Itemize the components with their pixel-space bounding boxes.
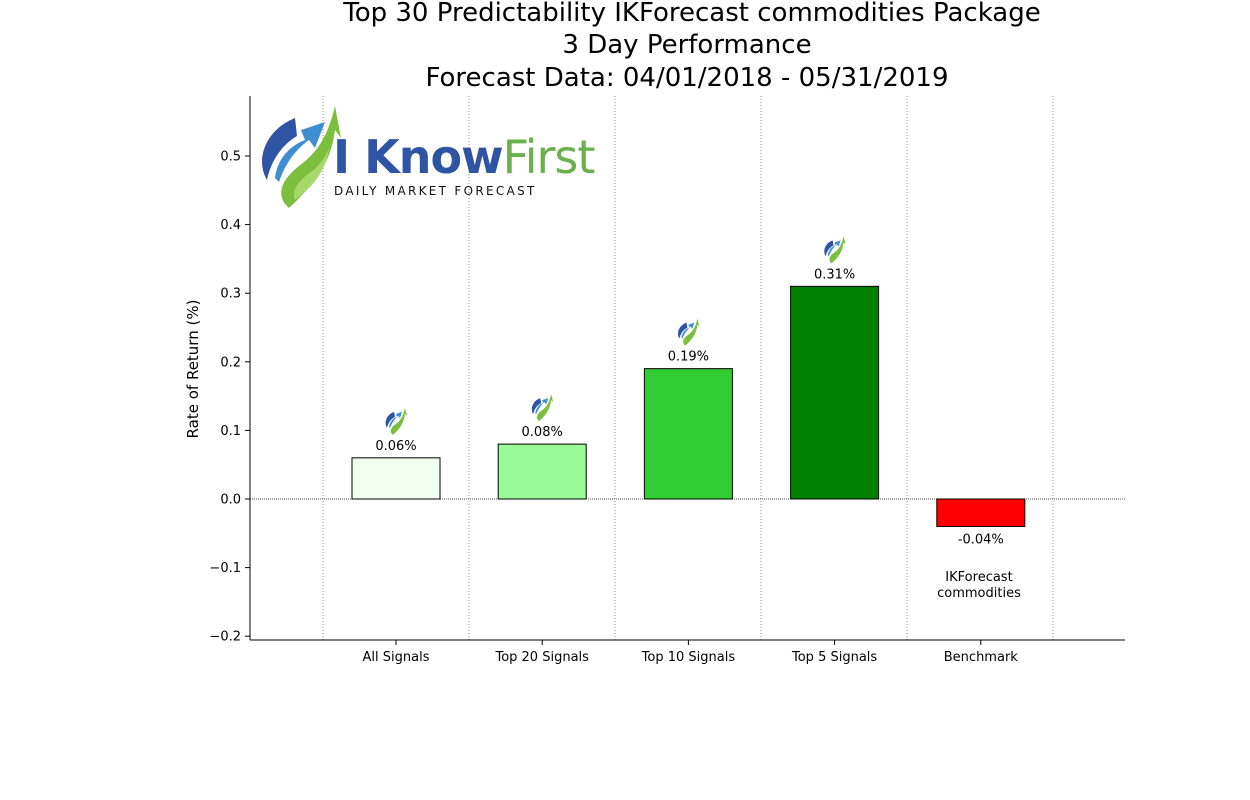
bar-logo-icon bbox=[678, 318, 700, 346]
benchmark-note-line-1: IKForecast bbox=[945, 570, 1013, 585]
data-label: 0.31% bbox=[814, 267, 855, 282]
logo-wordmark: I KnowFirst bbox=[333, 134, 595, 180]
y-tick-label: 0.0 bbox=[220, 493, 241, 508]
x-tick-label: Benchmark bbox=[944, 650, 1019, 665]
bar-logo-icon bbox=[531, 394, 554, 422]
bar bbox=[497, 443, 587, 500]
x-tick-label: All Signals bbox=[363, 650, 430, 665]
data-label: 0.08% bbox=[522, 425, 563, 440]
y-axis-label: Rate of Return (%) bbox=[184, 299, 202, 439]
bar bbox=[936, 498, 1026, 527]
bar-logo-markers bbox=[385, 236, 846, 435]
y-tick-label: 0.2 bbox=[220, 355, 241, 370]
data-label: 0.06% bbox=[375, 439, 416, 454]
chart-title-line-2: 3 Day Performance bbox=[562, 30, 812, 60]
x-tick-label: Top 10 Signals bbox=[641, 650, 736, 665]
x-ticks: All Signals Top 20 Signals Top 10 Signals T… bbox=[363, 640, 1019, 665]
grid-lines bbox=[250, 96, 1125, 640]
bar-logo-icon bbox=[824, 236, 846, 264]
bar bbox=[643, 368, 733, 500]
data-label: 0.19% bbox=[668, 350, 709, 365]
y-ticks: −0.2 −0.1 0.0 0.1 0.2 0.3 0.4 0.5 bbox=[209, 150, 250, 645]
benchmark-note-line-2: commodities bbox=[937, 586, 1021, 601]
y-tick-label: 0.4 bbox=[220, 218, 241, 233]
data-label: -0.04% bbox=[958, 532, 1004, 547]
logo-wordmark-part-1: I Know bbox=[333, 130, 504, 184]
x-tick-label: Top 5 Signals bbox=[791, 650, 877, 665]
bar-logo-icon bbox=[385, 407, 407, 435]
y-tick-label: −0.2 bbox=[209, 630, 241, 645]
x-tick-label: Top 20 Signals bbox=[494, 650, 589, 665]
y-tick-label: 0.1 bbox=[220, 424, 241, 439]
bar bbox=[790, 285, 880, 500]
y-tick-label: 0.5 bbox=[220, 150, 241, 165]
logo-tagline: Daily Market Forecast bbox=[334, 184, 537, 198]
benchmark-note: IKForecast commodities bbox=[937, 570, 1021, 602]
logo-swoosh-icon bbox=[262, 106, 341, 208]
data-labels: 0.06% 0.08% 0.19% 0.31% -0.04% bbox=[375, 267, 1003, 547]
bar bbox=[351, 457, 441, 500]
logo-wordmark-part-2: First bbox=[502, 130, 596, 184]
bars bbox=[351, 285, 1026, 527]
iknowfirst-logo: I KnowFirst Daily Market Forecast bbox=[255, 100, 595, 212]
chart-title-line-3: Forecast Data: 04/01/2018 - 05/31/2019 bbox=[425, 63, 949, 93]
chart-title-line-1: Top 30 Predictability IKForecast commodi… bbox=[343, 0, 1041, 28]
y-tick-label: 0.3 bbox=[220, 287, 241, 302]
y-tick-label: −0.1 bbox=[209, 561, 241, 576]
